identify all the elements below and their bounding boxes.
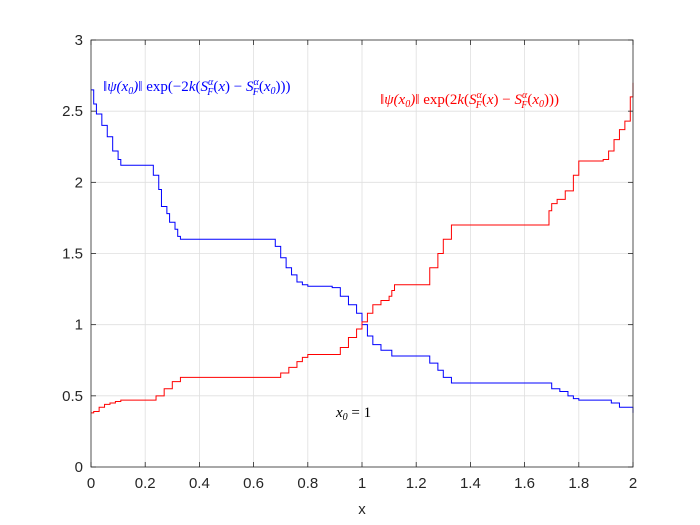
x-tick-label: 0.6 bbox=[243, 475, 264, 492]
x-tick-label: 0.4 bbox=[189, 475, 210, 492]
y-tick-label: 0.5 bbox=[62, 388, 83, 405]
x-tick-label: 0.8 bbox=[297, 475, 318, 492]
y-tick-label: 1 bbox=[75, 317, 83, 334]
series-group bbox=[91, 82, 634, 414]
x-tick-label: 1.4 bbox=[460, 475, 481, 492]
tick-labels: 0 0.2 0.4 0.6 0.8 1 1.2 1.4 1.6 1.8 2 0 0.5 1 1.5 2 2.5 3 bbox=[62, 32, 637, 492]
y-tick-label: 2 bbox=[75, 174, 83, 191]
series-line-blue bbox=[91, 89, 634, 413]
ticks bbox=[90, 39, 634, 468]
y-tick-label: 0 bbox=[75, 459, 83, 476]
x-tick-label: 0.2 bbox=[135, 475, 156, 492]
y-tick-label: 3 bbox=[75, 32, 83, 49]
x-tick-label: 1.2 bbox=[406, 475, 427, 492]
x-tick-label: 2 bbox=[629, 475, 637, 492]
annotation-blue-series: ‖ψ(x0)‖ exp(−2k(Sα F(x) − Sα F(x0))) bbox=[103, 77, 291, 98]
annotation-red-series: ‖ψ(x0)‖ exp(2k(Sα F(x) − Sα F(x0))) bbox=[380, 90, 559, 111]
x-tick-label: 0 bbox=[87, 475, 95, 492]
y-tick-label: 2.5 bbox=[62, 103, 83, 120]
x-tick-label: 1.6 bbox=[514, 475, 535, 492]
annotation-x0: x0 = 1 bbox=[335, 405, 371, 423]
series-line-red bbox=[91, 82, 634, 414]
x-tick-label: 1 bbox=[358, 475, 366, 492]
x-axis-label: x bbox=[358, 501, 366, 518]
x-tick-label: 1.8 bbox=[568, 475, 589, 492]
y-tick-label: 1.5 bbox=[62, 246, 83, 263]
